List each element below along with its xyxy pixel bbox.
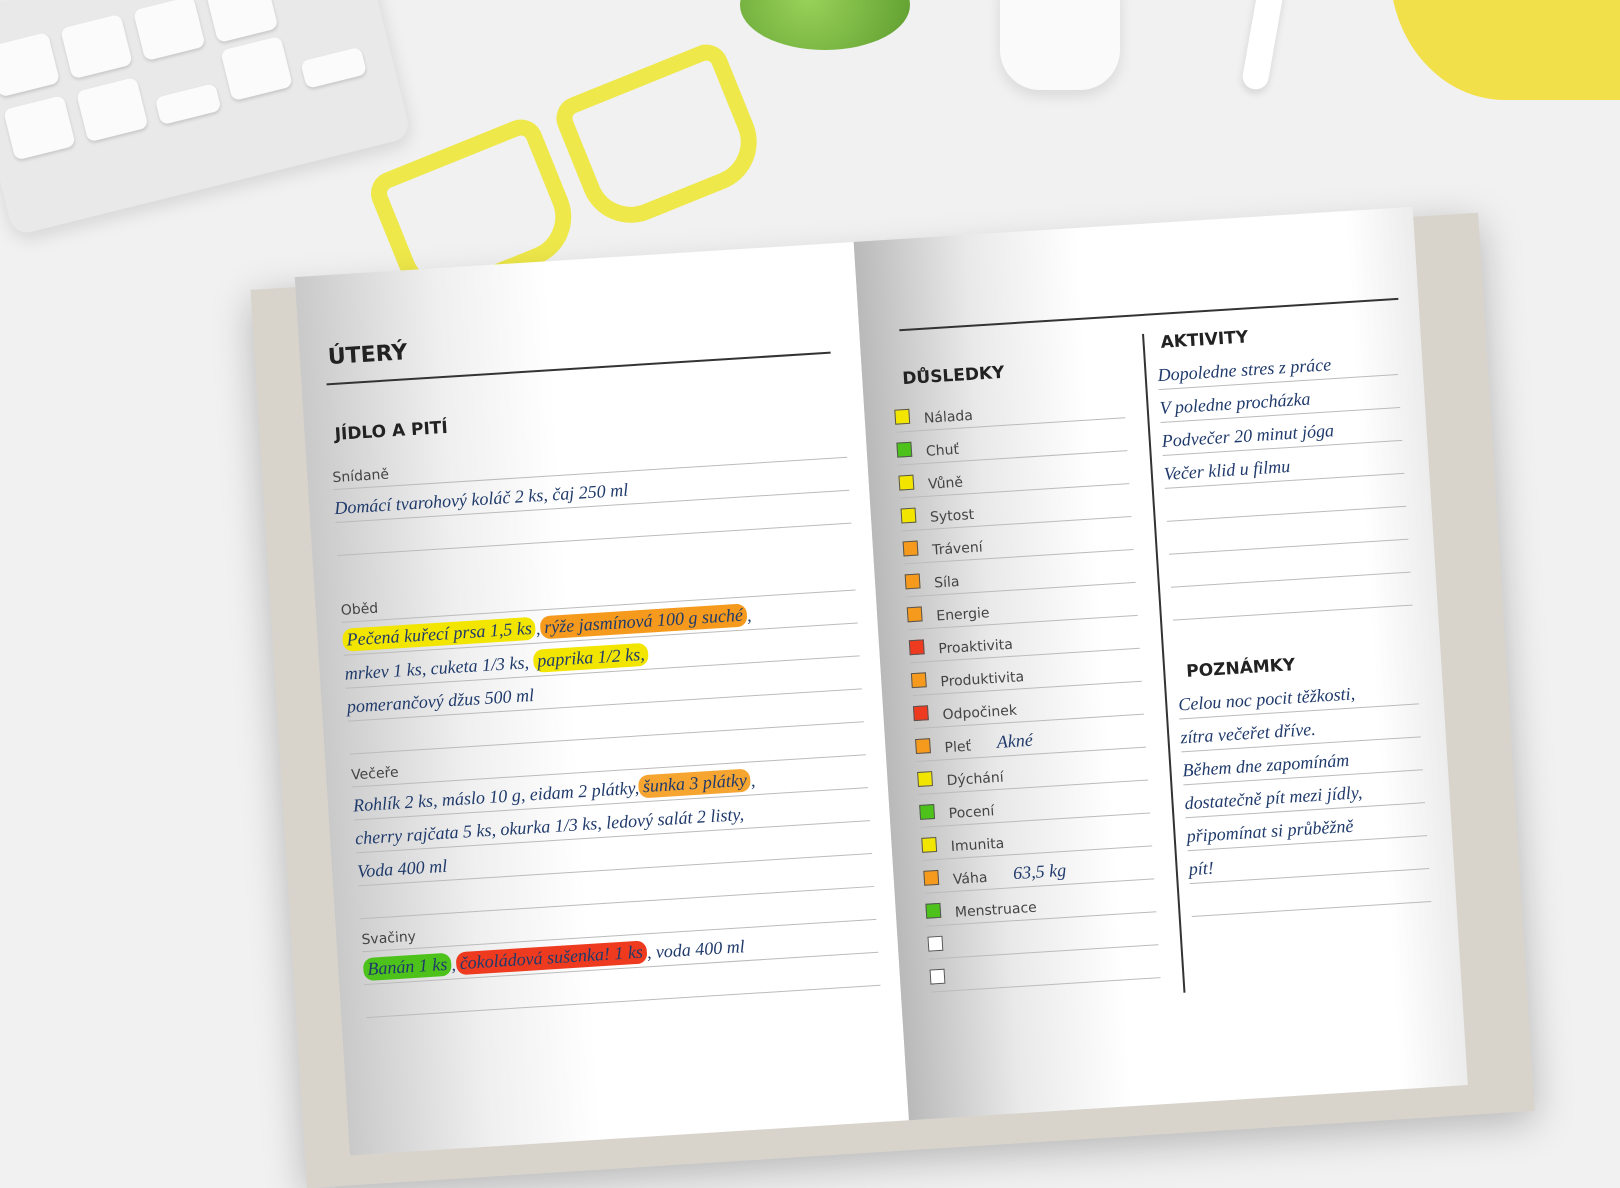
notes-list: Celou noc pocit těžkosti, zítra večeřet d…: [1156, 649, 1434, 965]
highlight-yellow: paprika 1/2 ks,: [532, 642, 650, 673]
consequence-label: Síla: [933, 573, 961, 592]
earbud: [1240, 0, 1286, 92]
right-page: DŮSLEDKY Nálada Chuť Vůně Sytost Trávení Síla…: [853, 206, 1468, 1121]
consequence-label: Pleť: [944, 738, 972, 757]
consequence-label: Produktivita: [940, 669, 1025, 691]
rating-checkbox[interactable]: [919, 804, 936, 820]
consequence-label: Chuť: [925, 441, 960, 460]
plant: [740, 0, 910, 50]
breakfast-label: Snídaně: [331, 466, 390, 487]
consequences-title: DŮSLEDKY: [901, 362, 1006, 390]
consequence-label: Sytost: [929, 506, 975, 526]
keyboard: [0, 0, 412, 237]
highlight-green: Banán 1 ks: [362, 952, 452, 982]
rating-checkbox[interactable]: [908, 639, 925, 656]
open-journal: ÚTERÝ JÍDLO A PITÍ Snídaně Domácí tvaroh…: [248, 173, 1535, 1188]
consequence-label: Odpočinek: [942, 702, 1018, 724]
mouse: [1000, 0, 1120, 90]
consequence-label: Dýchání: [946, 769, 1005, 790]
yellow-bowl: [1390, 0, 1620, 100]
consequence-label: Nálada: [923, 407, 974, 427]
section-title: JÍDLO A PITÍ: [334, 417, 449, 445]
consequence-label: Pocení: [948, 803, 995, 823]
lunch-label: Oběd: [340, 600, 379, 619]
consequence-value: 63,5 kg: [1012, 859, 1067, 884]
rating-checkbox[interactable]: [929, 968, 946, 985]
rating-checkbox[interactable]: [906, 606, 923, 623]
rating-checkbox[interactable]: [915, 738, 931, 755]
activities-list: Dopoledne stres z práce V poledne procház…: [1135, 320, 1413, 636]
left-page: ÚTERÝ JÍDLO A PITÍ Snídaně Domácí tvaroh…: [294, 241, 909, 1156]
highlight-orange: šunka 3 plátky: [638, 768, 752, 799]
rating-checkbox[interactable]: [900, 507, 917, 524]
rating-checkbox[interactable]: [910, 672, 927, 689]
rating-checkbox[interactable]: [904, 573, 921, 590]
rating-checkbox[interactable]: [925, 902, 942, 919]
consequences-list: Nálada Chuť Vůně Sytost Trávení Síla Energie Pr…: [874, 385, 1161, 1000]
rating-checkbox[interactable]: [898, 474, 915, 491]
rating-checkbox[interactable]: [894, 408, 911, 425]
consequence-value: Akné: [996, 729, 1034, 752]
consequence-label: Menstruace: [954, 899, 1038, 921]
rating-checkbox[interactable]: [921, 836, 938, 853]
rating-checkbox[interactable]: [902, 540, 919, 557]
consequence-label: Proaktivita: [937, 636, 1014, 658]
rating-checkbox[interactable]: [896, 441, 913, 458]
notes-text: zítra večeřet dříve.: [1179, 718, 1317, 748]
rating-checkbox[interactable]: [917, 771, 934, 787]
snacks-label: Svačiny: [361, 928, 417, 949]
consequence-label: Vůně: [927, 474, 964, 493]
consequence-label: Váha: [952, 869, 988, 888]
notes-text: pít!: [1188, 857, 1215, 880]
day-title: ÚTERÝ: [327, 340, 409, 371]
dinner-line-3: Voda 400 ml: [356, 855, 448, 882]
consequence-label: Trávení: [931, 539, 984, 559]
rating-checkbox[interactable]: [912, 705, 929, 722]
activities-text: Večer klid u filmu: [1163, 456, 1291, 484]
consequence-label: Energie: [935, 605, 991, 625]
rating-checkbox[interactable]: [927, 935, 944, 952]
dinner-label: Večeře: [350, 764, 400, 784]
consequence-label: Imunita: [950, 835, 1005, 856]
rating-checkbox[interactable]: [923, 869, 940, 886]
snacks-rest: , voda 400 ml: [646, 936, 746, 963]
